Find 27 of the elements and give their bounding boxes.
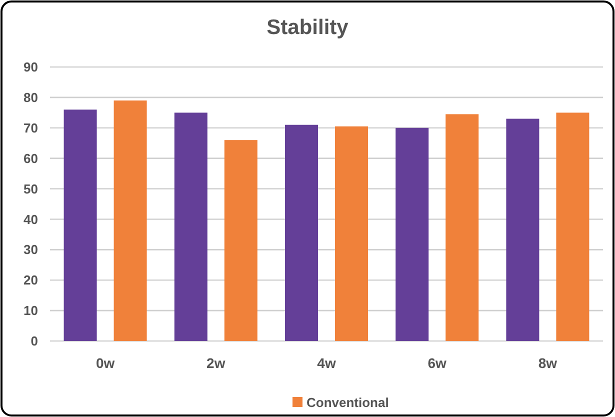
bar bbox=[335, 126, 368, 341]
bar bbox=[446, 114, 479, 341]
x-tick-label: 4w bbox=[317, 355, 336, 371]
y-tick-label: 20 bbox=[24, 272, 38, 288]
bar bbox=[64, 110, 97, 341]
y-tick-label: 0 bbox=[30, 334, 38, 349]
x-tick-label: 0w bbox=[96, 355, 115, 371]
y-tick-label: 40 bbox=[24, 212, 38, 227]
y-tick-label: 90 bbox=[24, 60, 38, 75]
bar bbox=[114, 100, 147, 341]
bar bbox=[506, 118, 540, 341]
bar bbox=[285, 124, 318, 341]
y-tick-label: 10 bbox=[24, 303, 38, 318]
y-tick-label: 50 bbox=[24, 181, 38, 196]
legend-label: Conventional bbox=[306, 395, 389, 410]
y-tick-label: 80 bbox=[24, 90, 38, 105]
bar bbox=[224, 140, 258, 341]
x-tick-label: 2w bbox=[206, 355, 226, 371]
y-tick-label: 60 bbox=[24, 150, 38, 166]
bar bbox=[396, 128, 429, 341]
bar bbox=[174, 112, 208, 341]
x-tick-label: 6w bbox=[428, 355, 447, 371]
bar bbox=[556, 112, 590, 341]
chart-title: Stability bbox=[266, 16, 349, 39]
y-tick-label: 70 bbox=[24, 120, 38, 136]
y-tick-label: 30 bbox=[24, 242, 38, 258]
x-tick-label: 8w bbox=[538, 355, 558, 371]
